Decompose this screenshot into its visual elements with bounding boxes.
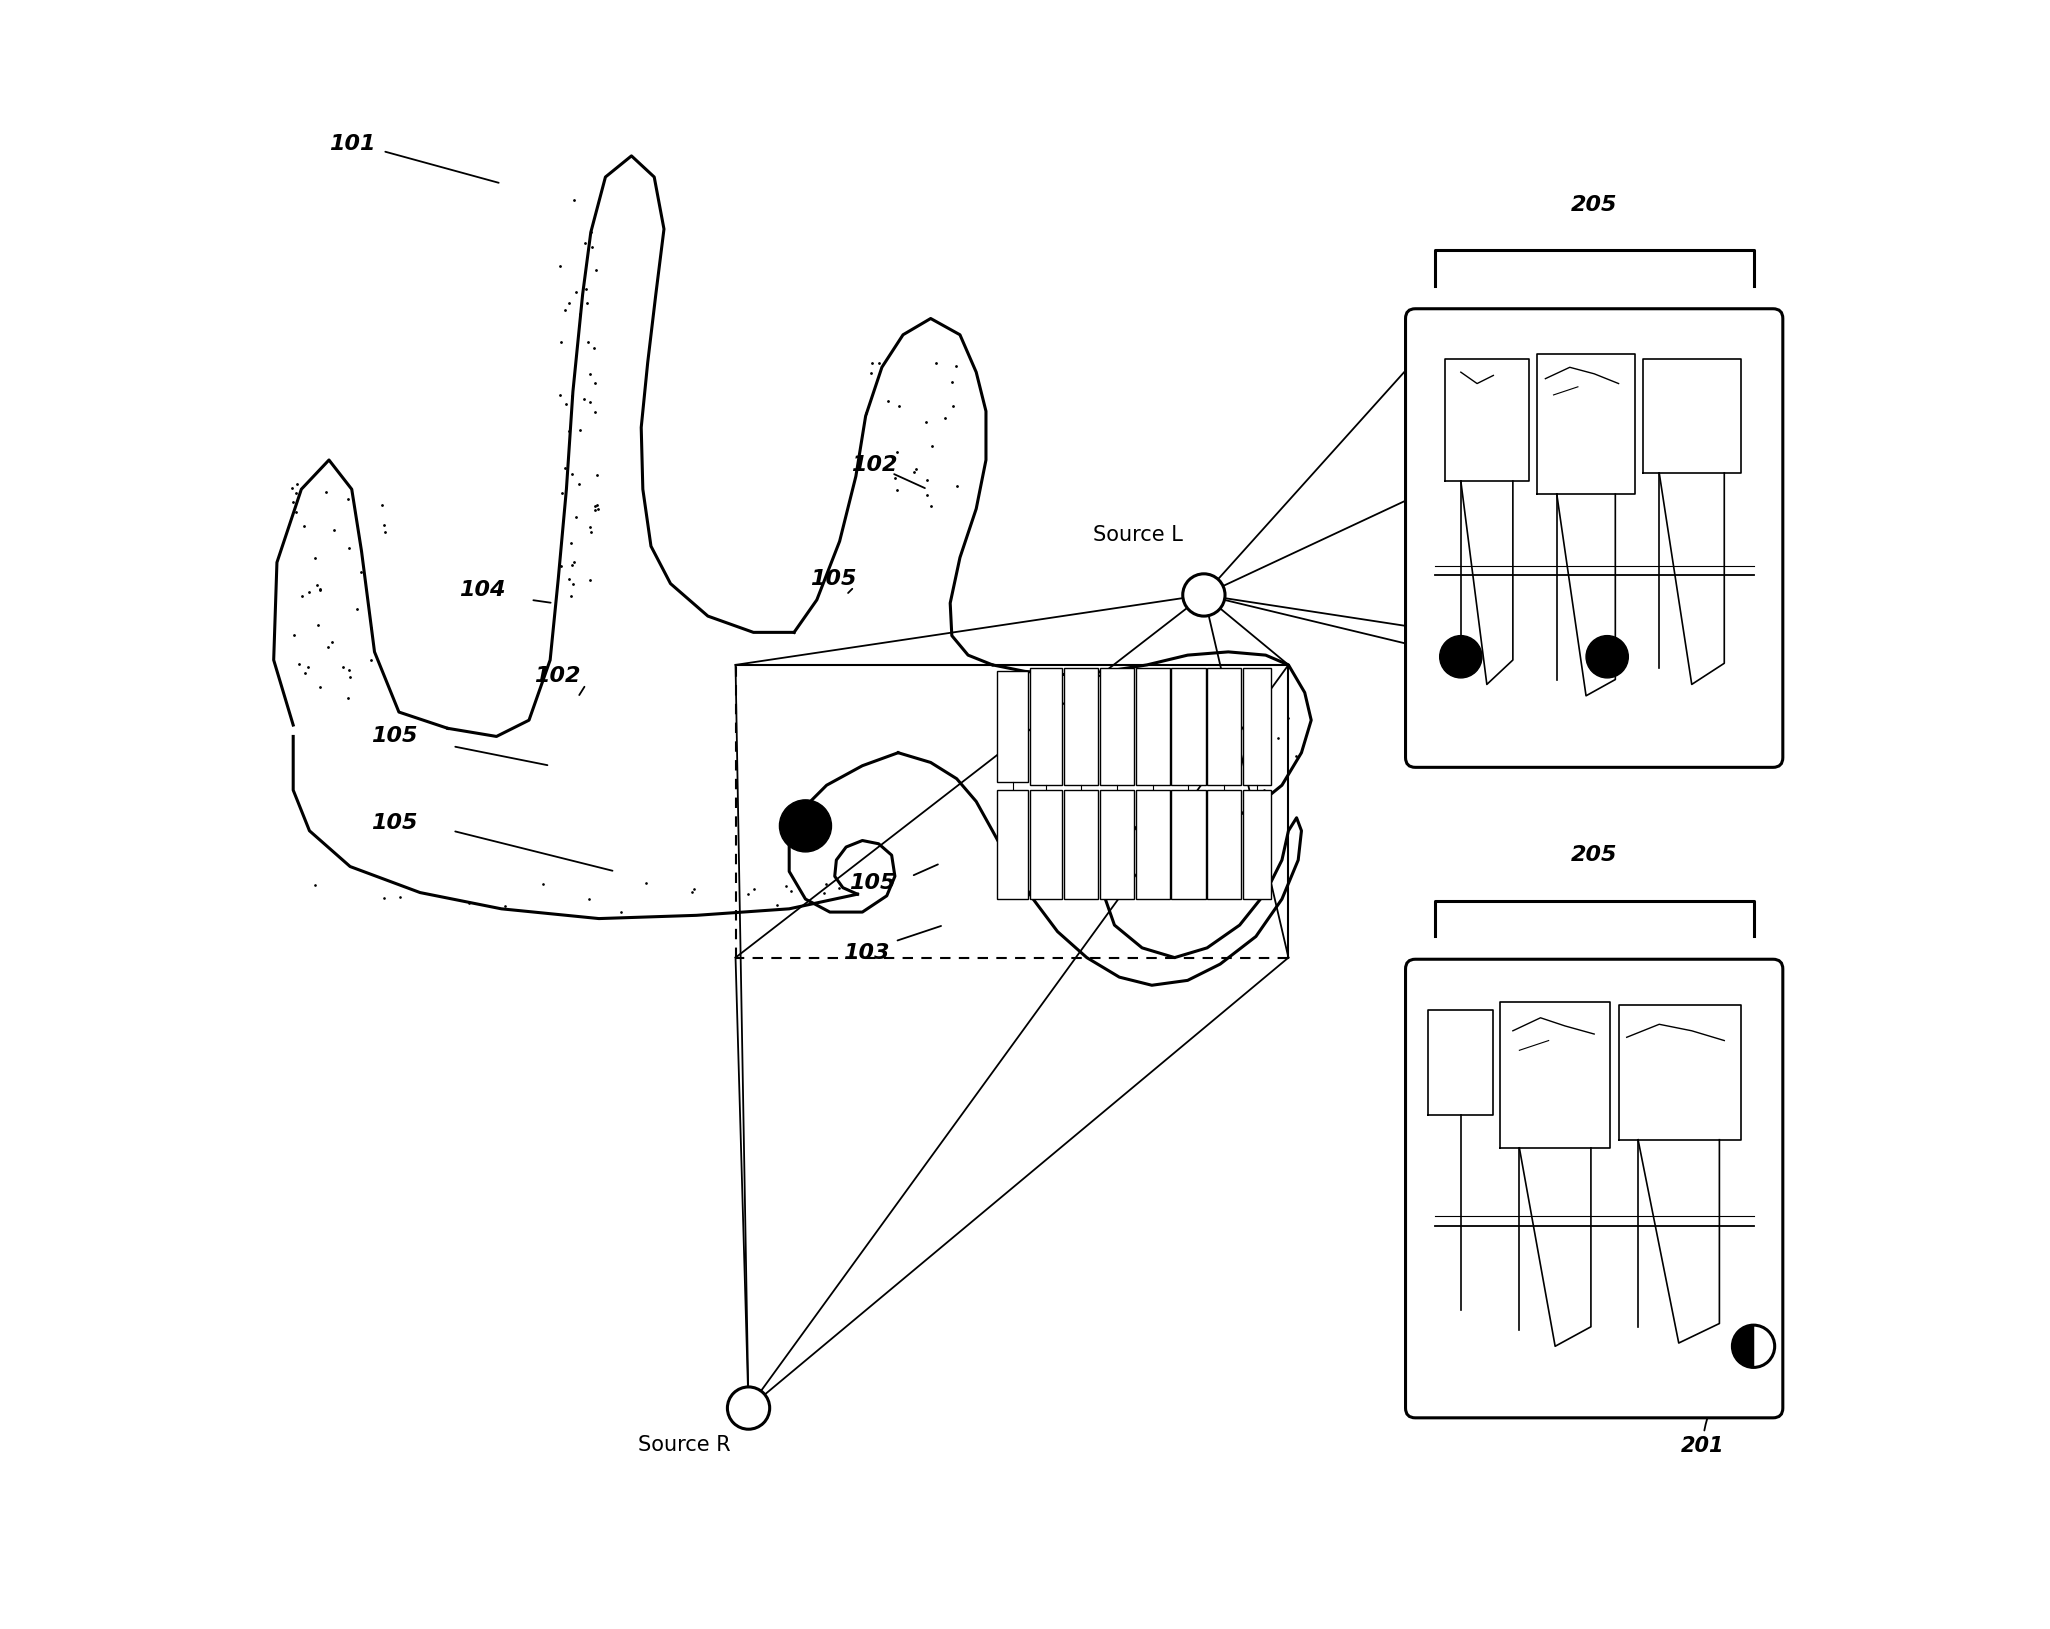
Bar [1207,790,1242,899]
Text: 101: 101 [328,135,375,155]
Text: 205: 205 [1570,845,1617,865]
FancyBboxPatch shape [1406,310,1784,767]
Text: 105: 105 [849,873,896,893]
Bar [1099,668,1134,785]
Bar [1136,790,1171,899]
Bar [1099,790,1134,899]
Text: Source R: Source R [638,1435,730,1455]
Bar [1171,790,1205,899]
Bar [998,671,1029,782]
Bar [998,790,1029,899]
Bar [1064,668,1099,785]
Circle shape [728,1386,769,1429]
Bar [1242,668,1271,785]
Circle shape [1587,635,1628,678]
Bar [1136,668,1171,785]
Text: 102: 102 [533,666,580,686]
Circle shape [1732,1324,1775,1367]
Polygon shape [275,459,447,728]
Bar [1242,790,1271,899]
Bar [1029,668,1062,785]
Text: 105: 105 [810,569,857,588]
Text: 205: 205 [1570,195,1617,215]
Bar [1029,790,1062,899]
Bar [1171,668,1205,785]
Text: 105: 105 [371,727,418,746]
Text: 203: 203 [1609,660,1687,751]
Bar [1064,790,1099,899]
Text: 103: 103 [843,943,890,963]
Text: 105: 105 [371,813,418,832]
Wedge shape [1732,1324,1753,1367]
Text: 1801: 1801 [1404,660,1462,762]
Text: 102: 102 [851,454,898,476]
Circle shape [779,800,832,852]
Circle shape [1439,635,1482,678]
FancyBboxPatch shape [1406,959,1784,1417]
Text: Source L: Source L [1093,525,1183,544]
Circle shape [1183,573,1226,616]
Text: 201: 201 [1681,1349,1751,1456]
Bar [1207,668,1242,785]
Text: 104: 104 [459,580,506,599]
